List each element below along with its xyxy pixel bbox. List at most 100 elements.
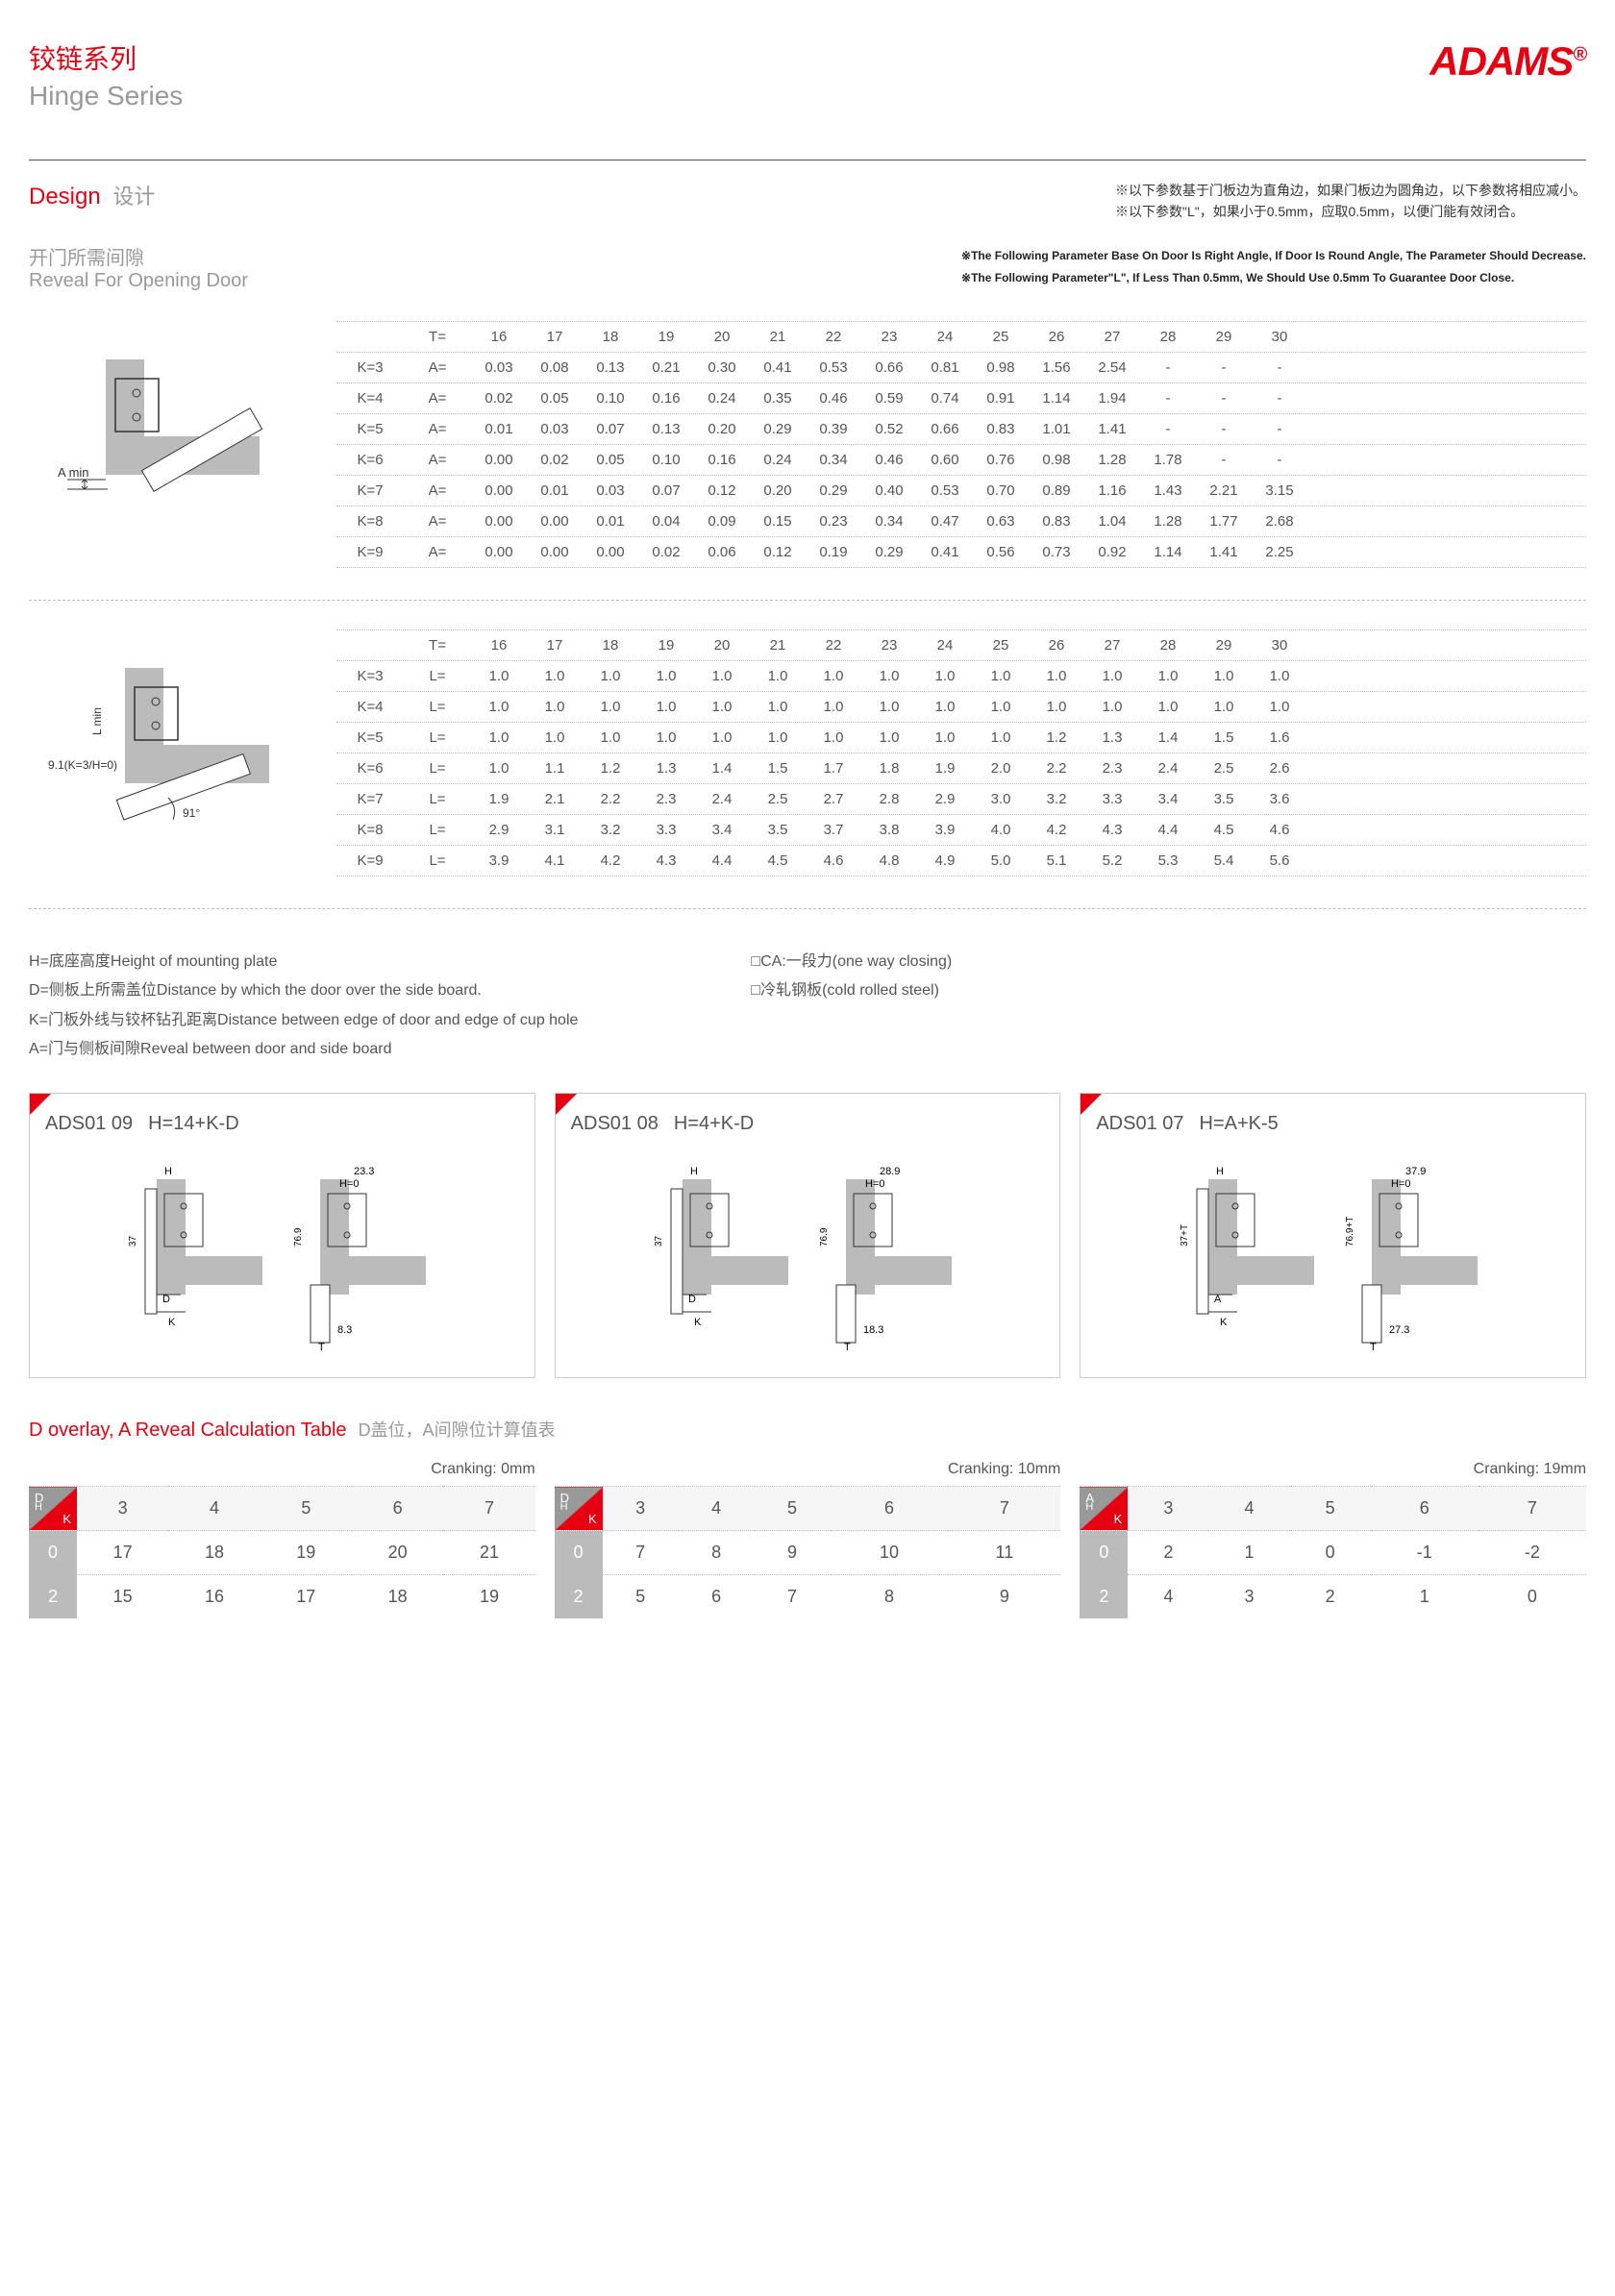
spec-card: ADS01 07H=A+K-5H37+TAK37.9H=076.9+TT27.3: [1080, 1093, 1586, 1378]
table-row: K=4A=0.020.050.100.160.240.350.460.590.7…: [336, 383, 1586, 414]
calc-title-en: D overlay, A Reveal Calculation Table: [29, 1420, 347, 1442]
calc-cell: -2: [1478, 1531, 1586, 1575]
card-diagram: H37DK28.9H=076.9T18.3: [571, 1150, 1045, 1362]
calc-title: D overlay, A Reveal Calculation Table D盖…: [29, 1417, 1586, 1442]
corner-cell: DHK: [555, 1487, 603, 1531]
design-section: Design 设计 ※以下参数基于门板边为直角边，如果门板边为圆角边，以下参数将…: [29, 160, 1586, 223]
corner-cell: DHK: [29, 1487, 77, 1531]
svg-text:27.3: 27.3: [1389, 1324, 1409, 1336]
col-header: 6: [352, 1487, 443, 1531]
calc-cell: 7: [755, 1575, 831, 1619]
col-header: 6: [1371, 1487, 1478, 1531]
col-header: 4: [1208, 1487, 1289, 1531]
calc-cell: 1: [1371, 1575, 1478, 1619]
svg-text:H=0: H=0: [339, 1178, 360, 1190]
table-row: K=8L=2.93.13.23.33.43.53.73.83.94.04.24.…: [336, 815, 1586, 846]
legend-right: □CA:一段力(one way closing)□冷轧钢板(cold rolle…: [751, 948, 952, 1065]
svg-text:37: 37: [654, 1236, 664, 1247]
param-table-a: T=161718192021222324252627282930K=3A=0.0…: [336, 321, 1586, 571]
cranking-label: Cranking: 19mm: [1080, 1461, 1586, 1478]
col-header: 4: [168, 1487, 260, 1531]
svg-text:37.9: 37.9: [1405, 1166, 1426, 1177]
note-cn2: ※以下参数"L"，如果小于0.5mm，应取0.5mm，以便门能有效闭合。: [1115, 201, 1586, 222]
calc-cell: 18: [168, 1531, 260, 1575]
svg-text:H: H: [164, 1166, 172, 1177]
calc-cell: -1: [1371, 1531, 1478, 1575]
legend-item: A=门与侧板间隙Reveal between door and side boa…: [29, 1035, 578, 1064]
card-diagram: H37DK23.3H=076.9T8.3: [45, 1150, 519, 1362]
table-a-section: A min T=161718192021222324252627282930K=…: [29, 321, 1586, 571]
subtitle-en: Reveal For Opening Door: [29, 270, 248, 292]
diagram-l: L min 9.1(K=3/H=0) 91°: [29, 630, 298, 879]
spec-card: ADS01 08H=4+K-D H37DK28.9H=076.9T18.3: [555, 1093, 1061, 1378]
card-diagram: H37+TAK37.9H=076.9+TT27.3: [1096, 1150, 1570, 1362]
corner-cell: AHK: [1080, 1487, 1128, 1531]
svg-text:T: T: [1370, 1342, 1377, 1352]
svg-text:L min: L min: [90, 707, 104, 735]
table-row: K=7A=0.000.010.030.070.120.200.290.400.5…: [336, 476, 1586, 506]
param-table-l: T=161718192021222324252627282930K=3L=1.0…: [336, 630, 1586, 879]
legend-item: □CA:一段力(one way closing): [751, 948, 952, 976]
calc-cell: 11: [948, 1531, 1060, 1575]
legend-left: H=底座高度Height of mounting plateD=侧板上所需盖位D…: [29, 948, 578, 1065]
svg-text:H=0: H=0: [865, 1178, 885, 1190]
cranking-label: Cranking: 0mm: [29, 1461, 535, 1478]
table-row: K=6A=0.000.020.050.100.160.240.340.460.6…: [336, 445, 1586, 476]
svg-text:76.9: 76.9: [293, 1227, 304, 1247]
calc-cell: 19: [261, 1531, 352, 1575]
calc-cell: 21: [443, 1531, 534, 1575]
col-header: 7: [1478, 1487, 1586, 1531]
notes-en: ※The Following Parameter Base On Door Is…: [961, 242, 1586, 286]
svg-text:37+T: 37+T: [1180, 1224, 1190, 1247]
calc-cell: 20: [352, 1531, 443, 1575]
card-triangle-icon: [556, 1094, 577, 1115]
col-header: 3: [1128, 1487, 1208, 1531]
brand-logo: ADAMS®: [1429, 38, 1586, 85]
legend-item: D=侧板上所需盖位Distance by which the door over…: [29, 976, 578, 1005]
col-header: 4: [679, 1487, 755, 1531]
card-title: ADS01 07H=A+K-5: [1096, 1113, 1570, 1135]
calc-table: Cranking: 10mmDHK3456707891011256789: [555, 1461, 1061, 1618]
calc-table: Cranking: 0mmDHK345670171819202121516171…: [29, 1461, 535, 1618]
svg-text:A min: A min: [58, 465, 89, 480]
col-header: 3: [77, 1487, 168, 1531]
svg-text:18.3: 18.3: [863, 1324, 883, 1336]
calc-cell: 10: [831, 1531, 949, 1575]
calc-tables: Cranking: 0mmDHK345670171819202121516171…: [29, 1461, 1586, 1618]
legend-item: H=底座高度Height of mounting plate: [29, 948, 578, 976]
legend: H=底座高度Height of mounting plateD=侧板上所需盖位D…: [29, 948, 1586, 1065]
calc-cell: 2: [1290, 1575, 1371, 1619]
table-row: K=4L=1.01.01.01.01.01.01.01.01.01.01.01.…: [336, 692, 1586, 723]
svg-text:91°: 91°: [183, 806, 200, 820]
col-header: 7: [948, 1487, 1060, 1531]
calc-cell: 15: [77, 1575, 168, 1619]
svg-text:T: T: [318, 1342, 325, 1352]
card-triangle-icon: [1081, 1094, 1102, 1115]
calc-cell: 8: [679, 1531, 755, 1575]
calc-cell: 8: [831, 1575, 949, 1619]
legend-item: K=门板外线与铰杯钻孔距离Distance between edge of do…: [29, 1006, 578, 1035]
svg-text:K: K: [1220, 1317, 1228, 1328]
table-row: K=9A=0.000.000.000.020.060.120.190.290.4…: [336, 537, 1586, 568]
col-header: 5: [261, 1487, 352, 1531]
row-header: 2: [1080, 1575, 1128, 1619]
col-header: 5: [755, 1487, 831, 1531]
calc-cell: 0: [1290, 1531, 1371, 1575]
subtitle-cn: 开门所需间隙: [29, 242, 248, 270]
card-title: ADS01 08H=4+K-D: [571, 1113, 1045, 1135]
svg-text:9.1(K=3/H=0): 9.1(K=3/H=0): [48, 758, 117, 772]
calc-cell: 3: [1208, 1575, 1289, 1619]
svg-text:H=0: H=0: [1391, 1178, 1411, 1190]
row-header: 0: [555, 1531, 603, 1575]
design-notes: ※以下参数基于门板边为直角边，如果门板边为圆角边，以下参数将相应减小。 ※以下参…: [1115, 180, 1586, 223]
calc-cell: 1: [1208, 1531, 1289, 1575]
title-en: Hinge Series: [29, 81, 183, 111]
row-header: 2: [29, 1575, 77, 1619]
calc-cell: 0: [1478, 1575, 1586, 1619]
svg-text:K: K: [694, 1317, 702, 1328]
calc-cell: 6: [679, 1575, 755, 1619]
svg-text:8.3: 8.3: [337, 1324, 352, 1336]
divider2: [29, 908, 1586, 909]
calc-cell: 9: [755, 1531, 831, 1575]
col-header: 7: [443, 1487, 534, 1531]
